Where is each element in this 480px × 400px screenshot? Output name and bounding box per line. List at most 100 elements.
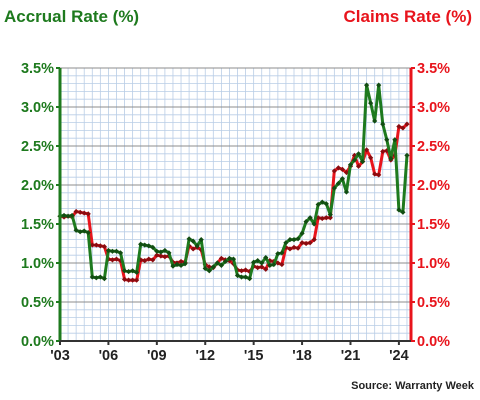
accrual-point xyxy=(202,265,208,272)
claims-point xyxy=(150,257,156,263)
claims-point xyxy=(125,277,132,283)
claims-point xyxy=(113,256,120,262)
claims-point xyxy=(97,243,103,249)
claims-point xyxy=(368,155,374,161)
left-tick-label: 3.0% xyxy=(21,100,54,116)
claims-point xyxy=(372,171,378,177)
accrual-point xyxy=(218,262,224,268)
accrual-point xyxy=(77,229,83,235)
accrual-point xyxy=(170,263,176,269)
claims-point xyxy=(162,254,168,260)
x-tick-label: '15 xyxy=(244,348,264,364)
accrual-point xyxy=(279,250,285,256)
accrual-point xyxy=(162,247,168,254)
claims-point xyxy=(93,242,99,248)
claims-point xyxy=(380,148,386,155)
claims-point xyxy=(255,265,261,271)
accrual-point xyxy=(138,241,144,247)
accrual-point xyxy=(307,215,313,221)
series-layer xyxy=(57,82,410,283)
accrual-point xyxy=(125,268,132,275)
right-tick-label: 3.0% xyxy=(417,100,450,116)
accrual-point xyxy=(343,189,350,195)
accrual-point xyxy=(238,274,245,280)
claims-point xyxy=(327,215,333,221)
accrual-point xyxy=(113,248,120,254)
major-grid xyxy=(60,67,411,303)
accrual-point xyxy=(303,219,309,225)
claims-point xyxy=(396,123,402,130)
right-tick-label: 3.5% xyxy=(417,61,450,77)
accrual-point xyxy=(327,212,333,218)
accrual-point xyxy=(392,137,398,143)
accrual-point xyxy=(267,262,273,268)
claims-point xyxy=(279,261,285,268)
claims-point xyxy=(351,152,358,158)
claims-point xyxy=(287,246,293,252)
claims-point xyxy=(315,215,321,221)
claims-point xyxy=(384,148,390,154)
accrual-point xyxy=(247,276,253,282)
claims-point xyxy=(89,242,95,248)
accrual-point xyxy=(198,237,204,243)
accrual-point xyxy=(73,227,79,233)
claims-point xyxy=(85,211,91,217)
accrual-point xyxy=(251,259,257,265)
accrual-point xyxy=(275,251,281,257)
right-axis-title: Claims Rate (%) xyxy=(343,7,472,26)
x-tick-label: '06 xyxy=(99,348,119,364)
accrual-point xyxy=(299,230,305,236)
claims-point xyxy=(206,264,212,270)
accrual-point xyxy=(283,240,289,246)
accrual-point xyxy=(81,228,87,234)
claims-point xyxy=(307,240,313,246)
left-axis-ticks: 0.0% 0.5% 1.0% 1.5% 2.0% 2.5% 3.0% 3.5% xyxy=(21,61,60,350)
x-tick-label: '12 xyxy=(195,348,215,364)
accrual-point xyxy=(158,249,164,255)
accrual-point xyxy=(166,250,172,256)
claims-point xyxy=(218,255,224,261)
left-tick-label: 1.5% xyxy=(21,217,54,233)
claims-point xyxy=(130,277,136,283)
claims-point xyxy=(339,166,346,172)
accrual-point xyxy=(315,201,321,208)
claims-point xyxy=(134,277,140,283)
x-tick-label: '03 xyxy=(50,348,70,364)
accrual-point xyxy=(372,118,378,124)
accrual-point xyxy=(117,250,124,256)
accrual-point xyxy=(368,100,374,106)
claims-point xyxy=(238,268,245,274)
accrual-point xyxy=(190,238,196,244)
claims-point xyxy=(335,165,341,171)
claims-point xyxy=(295,245,301,251)
accrual-point xyxy=(85,229,91,236)
accrual-point xyxy=(194,243,200,249)
right-tick-label: 2.0% xyxy=(417,178,450,194)
claims-point xyxy=(331,168,337,174)
accrual-point xyxy=(121,268,128,274)
left-tick-label: 0.0% xyxy=(21,334,54,350)
left-tick-label: 2.0% xyxy=(21,178,54,194)
x-tick-label: '09 xyxy=(147,348,167,364)
claims-point xyxy=(190,246,196,252)
accrual-point xyxy=(154,248,160,254)
claims-point xyxy=(275,260,281,266)
claims-point xyxy=(178,258,184,265)
claims-point xyxy=(158,253,164,259)
claims-point xyxy=(400,125,406,131)
claims-point xyxy=(259,264,265,270)
right-tick-label: 0.0% xyxy=(417,334,450,350)
claims-point xyxy=(77,209,83,215)
left-axis-title: Accrual Rate (%) xyxy=(4,7,140,26)
accrual-point xyxy=(226,255,233,261)
accrual-point xyxy=(69,212,75,219)
accrual-point xyxy=(109,248,116,254)
accrual-point xyxy=(210,264,216,270)
accrual-point xyxy=(142,242,148,248)
claims-point xyxy=(242,267,249,273)
accrual-point xyxy=(263,254,269,261)
accrual-point xyxy=(271,261,277,268)
accrual-point xyxy=(206,268,212,274)
accrual-point xyxy=(234,272,241,279)
